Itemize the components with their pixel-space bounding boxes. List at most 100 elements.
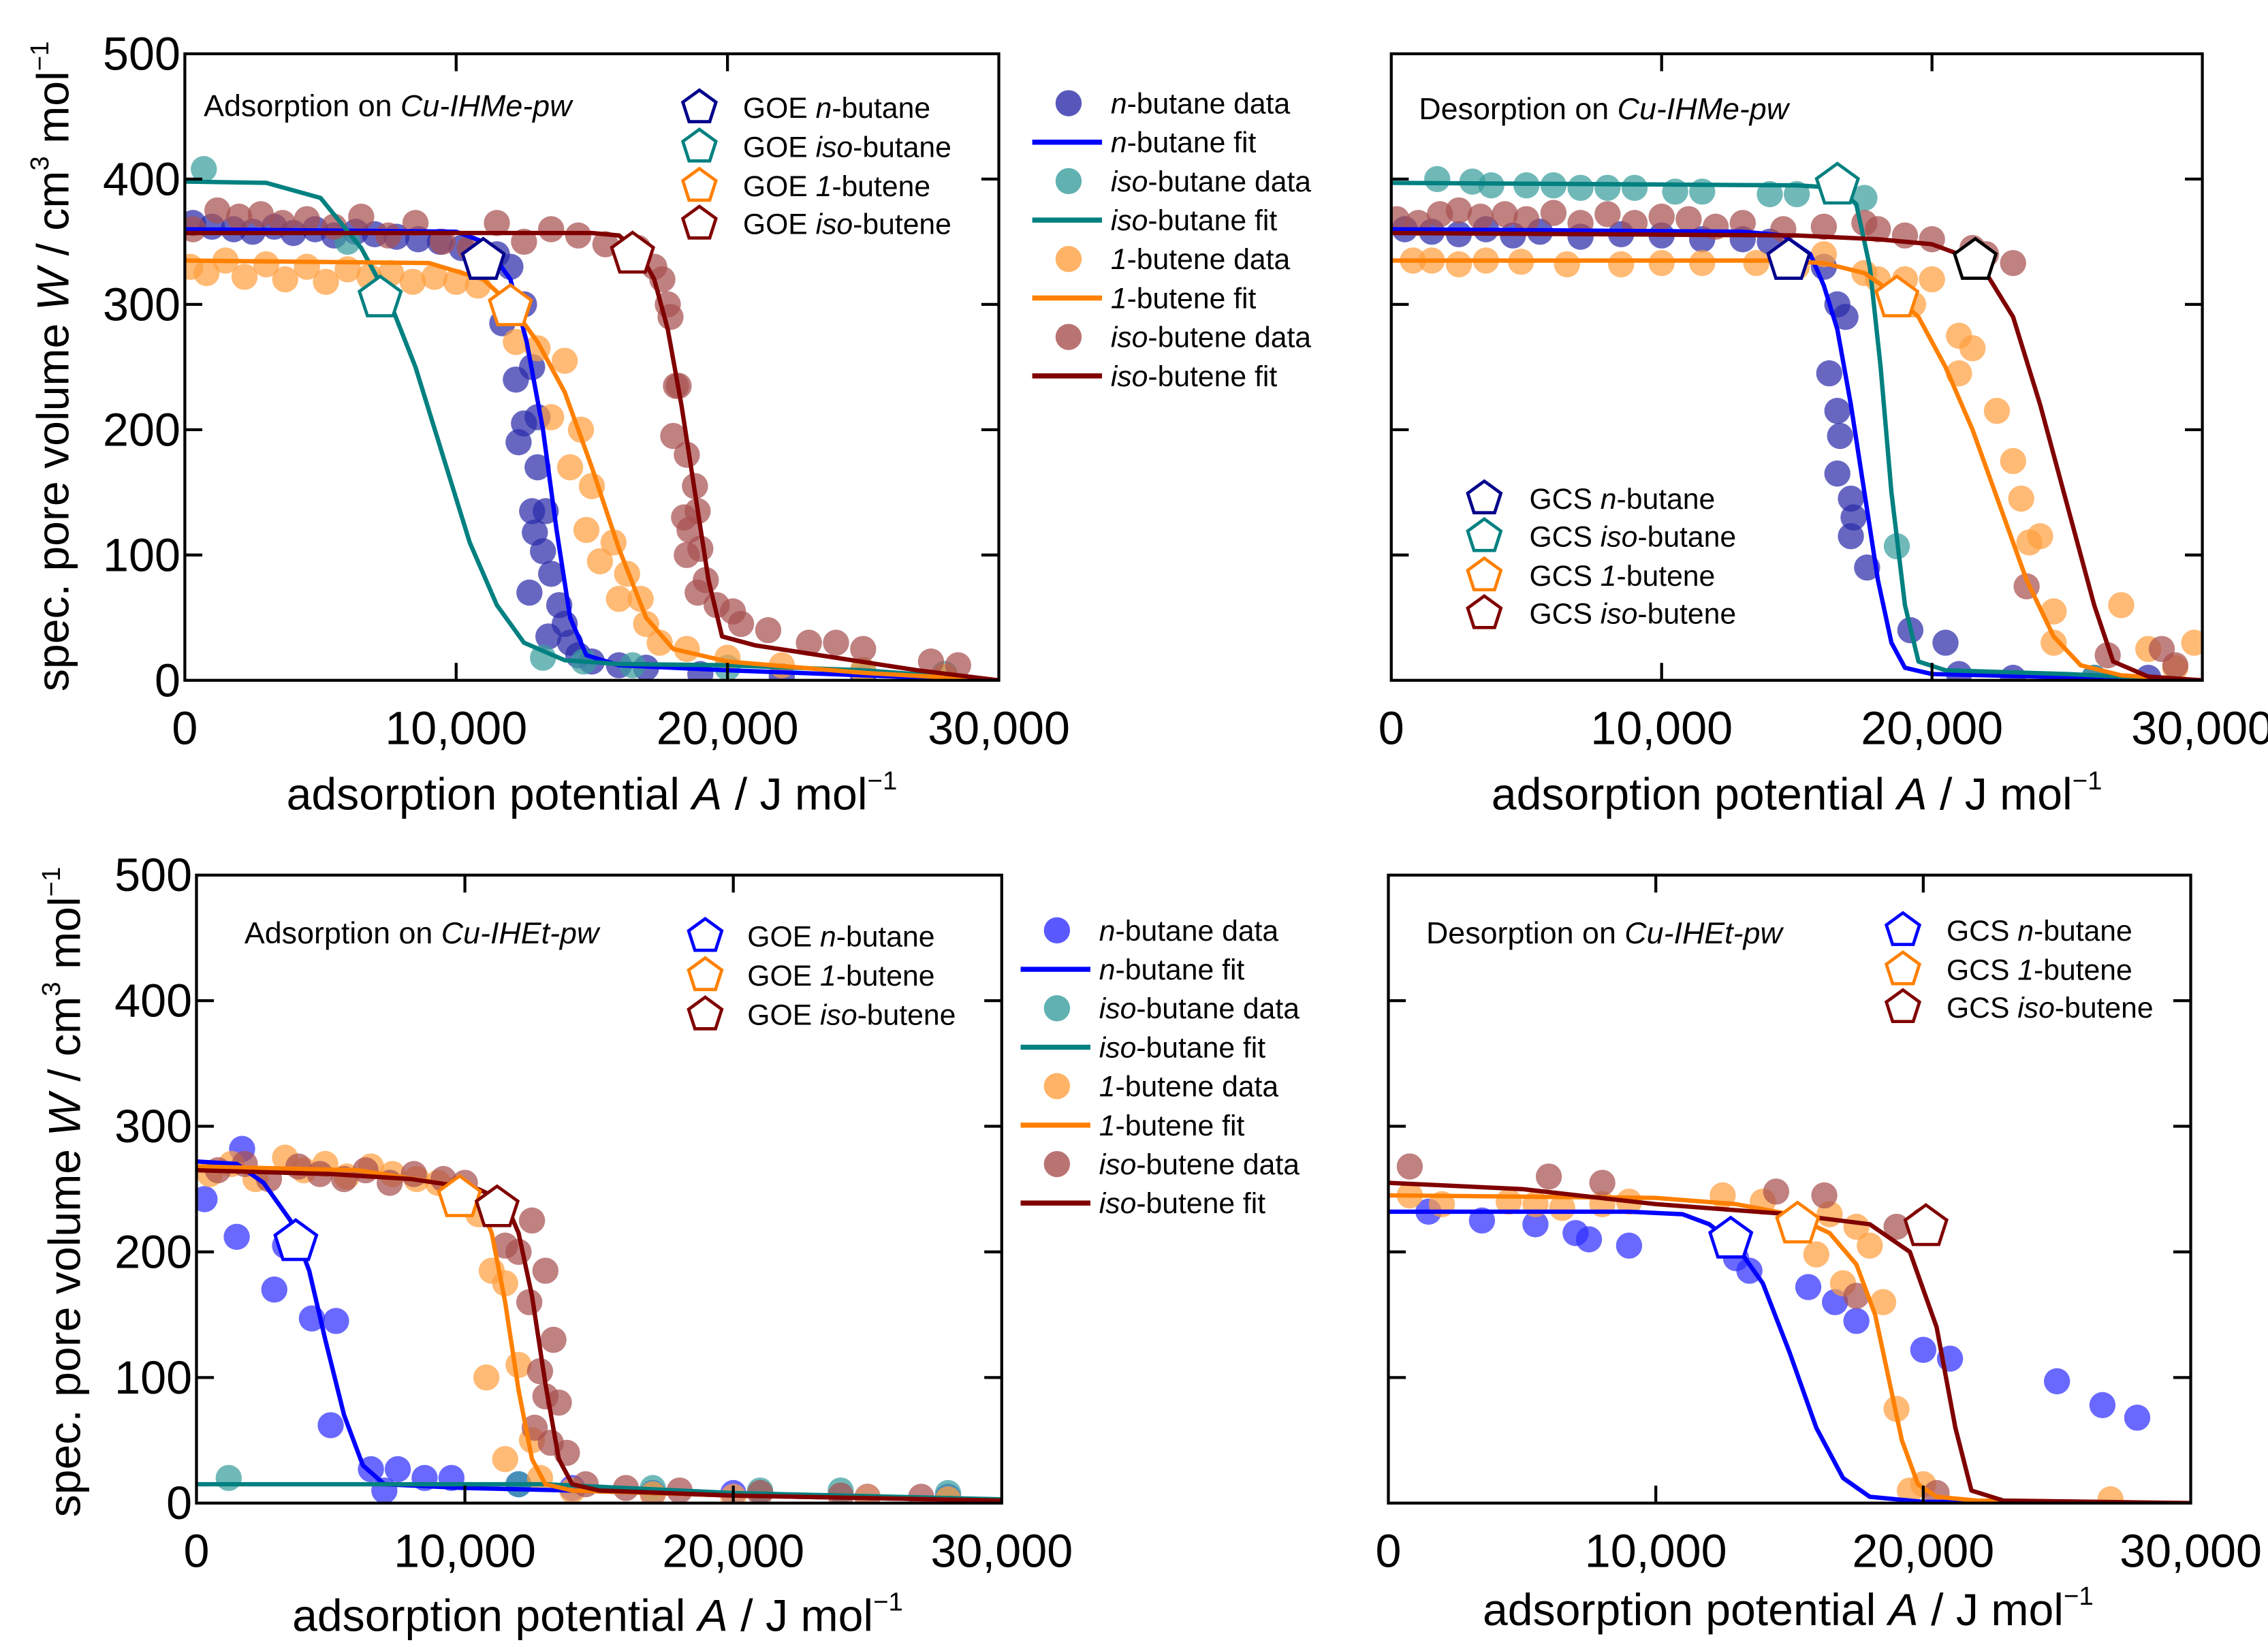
legend-entry-label-post: -butane data xyxy=(1136,992,1300,1025)
iso-butene-data-point xyxy=(429,228,456,255)
n-butane-data-point xyxy=(1832,304,1859,330)
iso-butene-data-legend-icon xyxy=(1043,1150,1071,1178)
iso-butene-data-point xyxy=(1594,201,1621,228)
iso-butene-data-point xyxy=(348,203,375,230)
iso-butene-data-point xyxy=(518,1207,546,1234)
legend-entry-label: n-butane fit xyxy=(1111,127,1257,159)
iso-butene-data-point xyxy=(674,441,700,468)
legend-entry-label: n-butane data xyxy=(1099,915,1279,947)
legend-marker-label-post: -butene xyxy=(1617,560,1716,593)
legend-entry-label-it: iso xyxy=(1111,360,1148,393)
legend-marker-label-pre: GCS xyxy=(1529,560,1600,593)
n-butane-characteristic-marker xyxy=(1766,236,1812,280)
x-tick-label: 10,000 xyxy=(1585,1526,1727,1578)
legend-entry-label-post: -butane fit xyxy=(1148,204,1277,237)
n-butane-data-point xyxy=(196,1186,218,1212)
iso-butene-data-point xyxy=(796,629,822,656)
legend-marker-label-it: n xyxy=(2017,915,2034,947)
legend-1-butene-marker-icon xyxy=(687,956,724,992)
iso-butane-characteristic-marker xyxy=(357,274,403,317)
iso-butane-data-point xyxy=(530,644,556,671)
x-tick-label: 0 xyxy=(172,703,198,755)
legend-marker-label-it: iso xyxy=(1601,520,1638,553)
iso-butene-fit-line xyxy=(1388,1180,2191,1503)
x-axis-label-sup: −1 xyxy=(868,766,898,796)
legend-marker-label: GCS iso-butene xyxy=(1947,992,2154,1024)
legend-marker-label-post: -butene xyxy=(836,960,935,992)
x-axis-label-sup: −1 xyxy=(2073,766,2102,796)
n-butane-data-point xyxy=(1795,1274,1822,1300)
1-butene-characteristic-marker xyxy=(1874,274,1920,317)
x-axis-label-it: A xyxy=(1886,1585,1919,1635)
legend-entry-label-it: n xyxy=(1111,127,1127,159)
legend-marker-label: GOE 1-butene xyxy=(743,170,930,203)
iso-butene-data-point xyxy=(1810,213,1838,240)
x-axis-label-it: A xyxy=(695,1591,728,1642)
iso-butane-data-point xyxy=(1567,174,1594,202)
iso-butane-data-legend-icon xyxy=(1043,995,1071,1022)
1-butene-data-point xyxy=(2097,1486,2124,1503)
panel-1: 0 10,000 20,000 30,000 0 100 200 300 400 500 Adsor… xyxy=(25,28,1070,819)
iso-butane-data-point xyxy=(1757,181,1783,208)
iso-butene-data-point xyxy=(660,422,687,450)
iso-butene-data-point xyxy=(540,1326,567,1353)
legend-entry-label: n-butane data xyxy=(1111,87,1291,120)
n-butane-fit-line xyxy=(1388,1209,2191,1503)
n-butane-data-point xyxy=(2124,1405,2151,1431)
legend-marker-label: GCS iso-butane xyxy=(1529,520,1736,553)
legend-n-butane-marker-icon xyxy=(687,916,724,952)
plot-frame xyxy=(183,52,1001,682)
1-butene-data-point xyxy=(573,516,600,544)
legend-entry-label-post: -butane fit xyxy=(1116,954,1245,986)
iso-butene-data-point xyxy=(1513,206,1540,233)
x-tick-label: 20,000 xyxy=(657,703,799,755)
legend-n-butane-marker-icon xyxy=(1466,479,1503,515)
legend-entry-label-it: iso xyxy=(1111,166,1148,198)
legend-entry-label-it: 1 xyxy=(1099,1071,1116,1103)
legend-marker-label-pre: GOE xyxy=(747,999,820,1032)
n-butane-data-point xyxy=(2089,1392,2116,1419)
x-axis-label-post: / J mol xyxy=(722,770,867,820)
n-butane-data-point xyxy=(1932,629,1959,656)
x-axis-label-it: A xyxy=(1894,770,1927,820)
y-tick-label: 200 xyxy=(103,404,180,456)
1-butene-data-point xyxy=(2000,448,2026,475)
y-tick-label: 0 xyxy=(155,655,180,706)
panel-title-pre: Desorption on xyxy=(1426,916,1624,950)
n-butane-data-point xyxy=(1838,523,1864,550)
x-axis-label-it: A xyxy=(689,770,722,820)
1-butene-data-point xyxy=(2008,485,2034,512)
iso-butene-characteristic-marker xyxy=(1903,1203,1949,1246)
iso-butene-data-point xyxy=(674,542,700,569)
1-butene-fit-line xyxy=(196,1164,1002,1503)
legend-marker-label: GCS n-butane xyxy=(1529,483,1715,516)
iso-butene-characteristic-marker xyxy=(1952,236,1998,280)
iso-butene-data-point xyxy=(684,579,711,606)
n-butane-data-point xyxy=(1616,1232,1643,1259)
panel-4: 0 10,000 20,000 30,000 Desorption on Cu-IHEt… xyxy=(1375,873,2262,1635)
1-butene-data-point xyxy=(2041,629,2067,656)
iso-butene-data-point xyxy=(850,636,877,663)
n-butane-data-point xyxy=(261,1276,287,1303)
panel-title: Adsorption on Cu-IHEt-pw xyxy=(245,916,601,950)
n-butane-data-point xyxy=(516,579,543,606)
x-tick-label: 30,000 xyxy=(930,1526,1073,1578)
iso-butene-data-point xyxy=(1770,216,1797,242)
legend-marker-label-post: -butane xyxy=(2034,915,2132,947)
legend-iso-butane-marker-icon xyxy=(680,127,718,163)
iso-butene-data-legend-icon xyxy=(1055,324,1082,350)
1-butene-data-point xyxy=(1743,249,1769,277)
n-butane-data-point xyxy=(535,623,562,650)
1-butene-characteristic-marker xyxy=(437,1174,482,1217)
panel-title-it: Cu-IHMe-pw xyxy=(1618,92,1791,126)
legend-entry-label-post: -butene data xyxy=(1148,321,1311,354)
1-butene-data-point xyxy=(1648,249,1675,277)
iso-butene-data-point xyxy=(1535,1163,1562,1190)
legend-entry-label-it: iso xyxy=(1111,204,1148,237)
1-butene-data-point xyxy=(313,268,339,295)
iso-butene-data-point xyxy=(1467,203,1494,230)
iso-butene-data-point xyxy=(1843,1283,1870,1309)
iso-butene-data-point xyxy=(1589,1170,1616,1196)
1-butene-data-point xyxy=(633,610,659,638)
legend-entry-label: iso-butane data xyxy=(1099,992,1300,1025)
